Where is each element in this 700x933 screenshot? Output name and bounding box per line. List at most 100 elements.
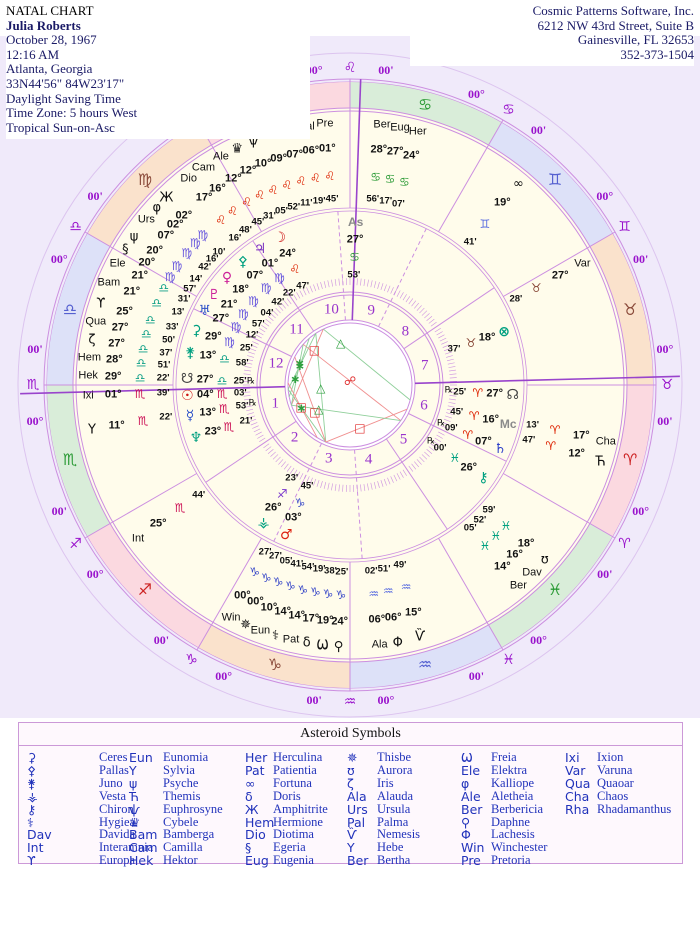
legend-name-winchester: Winchester <box>491 840 548 855</box>
legend-symbol-themis: Ћ <box>129 788 139 804</box>
planet-sign-icon: ♋ <box>349 250 360 265</box>
aspect-sextile-icon: ∗ <box>294 358 305 373</box>
rim-sign-aquarius-icon: ♒ <box>343 694 357 710</box>
publisher-block: Cosmic Patterns Software, Inc. 6212 NW 4… <box>410 2 694 67</box>
legend-name-quaoar: Quaoar <box>597 775 634 790</box>
asteroid-freia-icon: Ѡ <box>316 638 329 654</box>
asteroid-iris-icon: ζ <box>88 332 96 347</box>
asteroid-sign-icon: ♑ <box>322 586 334 601</box>
legend-symbol-psyche: ψ <box>129 775 138 791</box>
legend-name-aletheia: Aletheia <box>491 788 534 803</box>
rim-cusp-degree: 00° <box>215 668 232 683</box>
asteroid-sign-icon: ♈ <box>545 439 557 454</box>
rim-cusp-degree: 00° <box>50 251 68 266</box>
asteroid-sign-icon: ♓ <box>479 538 491 553</box>
planet-minute: 21' <box>239 415 253 427</box>
asteroid-label-winchester: Win <box>221 611 241 624</box>
house-number-6: 6 <box>420 397 428 414</box>
asteroid-doris-icon: δ <box>302 635 311 651</box>
asteroid-sign-icon: ♒ <box>382 584 394 599</box>
legend-name-psyche: Psyche <box>163 775 199 790</box>
planet-south-node-icon: ☋ <box>180 371 194 388</box>
planet-uranus-icon: ♅ <box>198 302 212 319</box>
legend-name-ixion: Ixion <box>597 750 624 764</box>
planet-degree: 24° <box>279 247 296 260</box>
publisher-name: Cosmic Patterns Software, Inc. <box>532 3 694 18</box>
rim-cusp-minute: 00' <box>87 189 103 204</box>
asteroid-aurora-icon: ʊ <box>540 552 549 568</box>
asteroid-degree: 10° <box>254 157 272 170</box>
asteroid-degree: 11° <box>108 419 125 432</box>
asteroid-sign-icon: ♏ <box>134 387 146 402</box>
legend-symbol-lachesis: Φ <box>461 827 471 843</box>
asteroid-sign-icon: ♍ <box>189 236 201 251</box>
birth-date: October 28, 1967 <box>6 32 97 48</box>
legend-name-daphne: Daphne <box>491 814 530 829</box>
planet-vesta-icon: ⚶ <box>257 515 270 532</box>
asteroid-minute: 51' <box>377 563 391 575</box>
legend-symbol-varuna: Var <box>565 762 586 778</box>
legend-symbol-rhadamanthus: Rha <box>565 801 590 817</box>
asteroid-europa-icon: ϒ <box>96 296 106 312</box>
report-title: NATAL CHART <box>6 3 94 18</box>
asteroid-minute: 19' <box>312 194 326 206</box>
planet-sun-icon: ☉ <box>181 388 194 405</box>
planet-degree: 13° <box>199 406 216 419</box>
asteroid-degree: 00° <box>234 589 251 602</box>
asteroid-sign-icon: ♎ <box>144 313 156 328</box>
planet-sign-icon: ♑ <box>294 495 306 510</box>
planet-chiron-icon: ⚷ <box>478 470 489 487</box>
retrograde-icon: ℞ <box>444 385 453 396</box>
legend-name-ursula: Ursula <box>377 801 411 816</box>
asteroid-label-berbericia: Ber <box>373 118 391 131</box>
legend-symbol-camilla: Cam <box>129 840 158 856</box>
asteroid-label-interamnia: Int <box>131 532 145 545</box>
planet-degree: 01° <box>261 257 279 270</box>
planet-sign-icon: ♉ <box>465 336 477 351</box>
asteroid-sign-icon: ♋ <box>370 169 381 184</box>
planet-degree: 07° <box>475 435 492 448</box>
legend-name-hygiea: Hygiea <box>99 814 136 829</box>
house-number-4: 4 <box>364 451 373 468</box>
legend-symbol-europa: ϒ <box>27 853 36 869</box>
planet-sign-icon: ♎ <box>219 352 230 367</box>
legend-name-varuna: Varuna <box>597 762 633 777</box>
planet-degree: 26° <box>264 501 282 514</box>
band-sign-aquarius-icon: ♒ <box>417 655 433 675</box>
legend-name-euphrosyne: Euphrosyne <box>163 801 223 816</box>
legend-name-eunomia: Eunomia <box>163 750 209 764</box>
planet-sign-icon: ♏ <box>216 386 228 401</box>
legend-symbol-iris: ζ <box>347 775 354 791</box>
asteroid-minute: 41' <box>463 235 477 247</box>
legend-name-rhadamanthus: Rhadamanthus <box>597 801 672 816</box>
aspect-square-icon: □ <box>354 421 366 436</box>
asteroid-egeria-icon: § <box>122 242 129 258</box>
planet-degree: 27° <box>346 233 364 246</box>
asteroid-label-eunomia: Eun <box>250 624 271 637</box>
asteroid-degree: 12° <box>239 164 257 177</box>
asteroid-minute: 57' <box>183 282 197 294</box>
legend-symbol-elektra: Ele <box>461 762 481 778</box>
planet-sign-icon: ♍ <box>237 307 249 322</box>
legend-symbol-winchester: Win <box>461 840 485 856</box>
asteroid-sign-icon: ♑ <box>272 575 284 590</box>
asteroid-sign-icon: ♋ <box>398 175 410 190</box>
asteroid-minute: 05' <box>463 522 477 534</box>
legend-name-bertha: Bertha <box>377 853 411 868</box>
rim-cusp-minute: 00' <box>657 413 673 428</box>
asteroid-minute: 16' <box>205 252 219 264</box>
planet-minute: 53' <box>347 269 361 281</box>
asteroid-label-davida: Dav <box>522 566 542 579</box>
band-sign-aries-icon: ♈ <box>622 450 638 470</box>
band-sign-capricorn-icon: ♑ <box>267 655 283 675</box>
planet-mercury-icon: ☿ <box>185 408 195 425</box>
planet-sign-icon: ♓ <box>449 451 461 466</box>
legend-name-iris: Iris <box>377 775 394 790</box>
planet-sign-icon: ♏ <box>223 419 235 434</box>
rim-sign-taurus-icon: ♉ <box>660 377 674 393</box>
asteroid-label-hektor: Hek <box>78 369 98 382</box>
planet-sign-icon: ♍ <box>260 281 272 296</box>
asteroid-degree: 20° <box>138 256 156 269</box>
asteroid-symbols-table: Asteroid Symbols ⚳ Ceres ⚴ Pallas ⚵ Juno ⚶ Vest… <box>18 722 683 868</box>
